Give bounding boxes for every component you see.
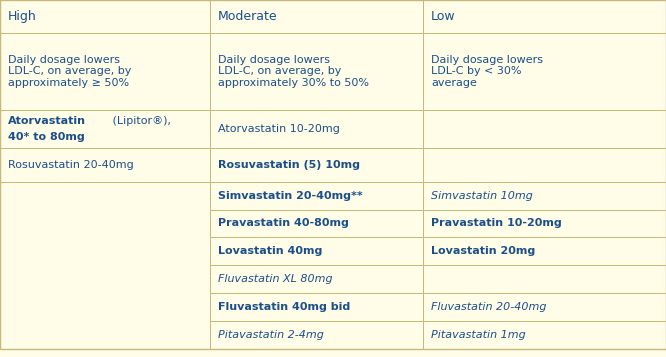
Bar xyxy=(423,110,666,148)
Bar xyxy=(423,148,666,182)
Text: Fluvastatin XL 80mg: Fluvastatin XL 80mg xyxy=(218,274,332,284)
Bar xyxy=(210,148,423,182)
Text: Daily dosage lowers
LDL-C, on average, by
approximately 30% to 50%: Daily dosage lowers LDL-C, on average, b… xyxy=(218,55,369,88)
Text: Rosuvastatin 20-40mg: Rosuvastatin 20-40mg xyxy=(8,160,134,170)
Bar xyxy=(0,182,210,349)
Text: Moderate: Moderate xyxy=(218,10,278,23)
Bar xyxy=(0,110,210,148)
Text: Lovastatin 40mg: Lovastatin 40mg xyxy=(218,246,322,256)
Bar xyxy=(210,293,423,321)
Bar xyxy=(423,210,666,237)
Bar xyxy=(423,321,666,349)
Text: Rosuvastatin (5) 10mg: Rosuvastatin (5) 10mg xyxy=(218,160,360,170)
Text: Pravastatin 10-20mg: Pravastatin 10-20mg xyxy=(431,218,561,228)
Text: High: High xyxy=(8,10,37,23)
Text: Lovastatin 20mg: Lovastatin 20mg xyxy=(431,246,535,256)
Bar xyxy=(423,237,666,265)
Bar xyxy=(210,0,423,33)
Bar xyxy=(423,0,666,33)
Text: Daily dosage lowers
LDL-C by < 30%
average: Daily dosage lowers LDL-C by < 30% avera… xyxy=(431,55,543,88)
Text: Fluvastatin 40mg bid: Fluvastatin 40mg bid xyxy=(218,302,350,312)
Text: 40* to 80mg: 40* to 80mg xyxy=(8,132,85,142)
Bar xyxy=(423,293,666,321)
Text: Atorvastatin: Atorvastatin xyxy=(8,116,86,126)
Text: (Lipitor®),: (Lipitor®), xyxy=(109,116,170,126)
Text: Pitavastatin 1mg: Pitavastatin 1mg xyxy=(431,330,525,340)
Bar xyxy=(423,265,666,293)
Bar xyxy=(210,265,423,293)
Bar xyxy=(210,33,423,110)
Bar xyxy=(423,182,666,210)
Text: Pravastatin 40-80mg: Pravastatin 40-80mg xyxy=(218,218,349,228)
Bar xyxy=(210,182,423,210)
Text: Pitavastatin 2-4mg: Pitavastatin 2-4mg xyxy=(218,330,324,340)
Bar xyxy=(0,33,210,110)
Bar xyxy=(210,110,423,148)
Bar xyxy=(0,0,210,33)
Bar xyxy=(210,237,423,265)
Bar xyxy=(0,148,210,182)
Bar xyxy=(210,321,423,349)
Text: Simvastatin 10mg: Simvastatin 10mg xyxy=(431,191,533,201)
Text: Atorvastatin 10-20mg: Atorvastatin 10-20mg xyxy=(218,124,340,134)
Bar xyxy=(210,210,423,237)
Bar xyxy=(423,33,666,110)
Text: Low: Low xyxy=(431,10,456,23)
Text: Fluvastatin 20-40mg: Fluvastatin 20-40mg xyxy=(431,302,546,312)
Text: Simvastatin 20-40mg**: Simvastatin 20-40mg** xyxy=(218,191,362,201)
Text: Daily dosage lowers
LDL-C, on average, by
approximately ≥ 50%: Daily dosage lowers LDL-C, on average, b… xyxy=(8,55,131,88)
